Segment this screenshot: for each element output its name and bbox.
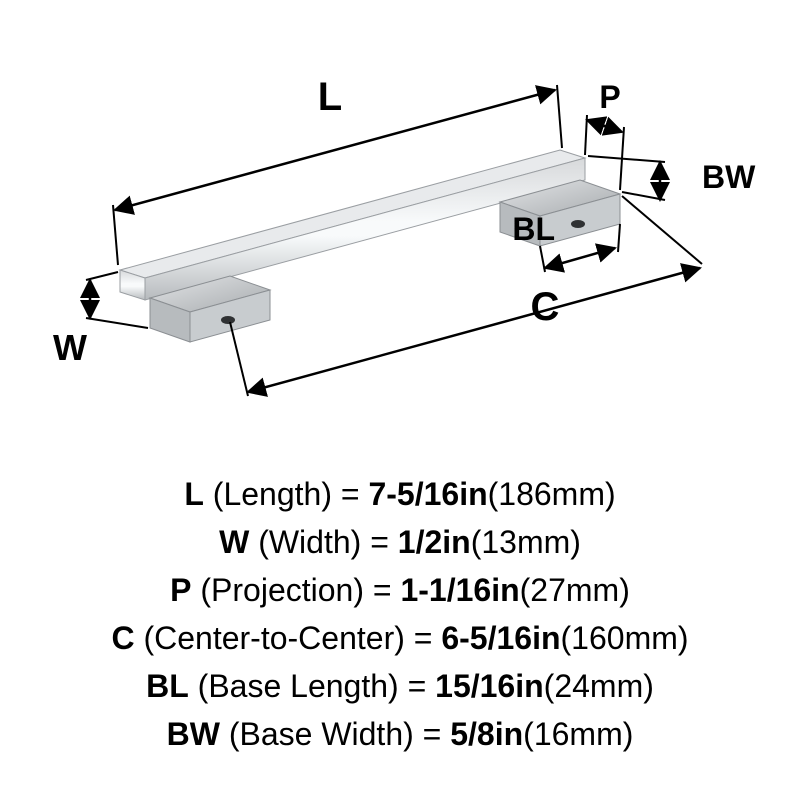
spec-line: P (Projection) = 1-1/16in(27mm) bbox=[0, 566, 800, 614]
spec-value: 7-5/16in bbox=[368, 476, 487, 512]
spec-name: (Center-to-Center) bbox=[143, 620, 404, 656]
spec-line: C (Center-to-Center) = 6-5/16in(160mm) bbox=[0, 614, 800, 662]
spec-code: L bbox=[184, 476, 204, 512]
spec-mm: (160mm) bbox=[561, 620, 689, 656]
spec-equals: = bbox=[408, 668, 436, 704]
spec-code: W bbox=[219, 524, 249, 560]
dim-label-L: L bbox=[318, 75, 342, 119]
dimension-diagram: L P BW BL C W bbox=[0, 0, 800, 470]
dim-arrow-BL bbox=[545, 248, 615, 268]
spec-code: BL bbox=[146, 668, 189, 704]
spec-mm: (13mm) bbox=[471, 524, 581, 560]
dim-label-BW: BW bbox=[702, 159, 756, 195]
spec-value: 15/16in bbox=[435, 668, 544, 704]
spec-line: W (Width) = 1/2in(13mm) bbox=[0, 518, 800, 566]
dim-arrow-P bbox=[587, 120, 622, 132]
spec-equals: = bbox=[341, 476, 369, 512]
spec-equals: = bbox=[423, 716, 451, 752]
spec-code: P bbox=[170, 572, 191, 608]
spec-value: 5/8in bbox=[450, 716, 523, 752]
dim-label-P: P bbox=[599, 79, 620, 115]
spec-mm: (16mm) bbox=[523, 716, 633, 752]
spec-name: (Width) bbox=[258, 524, 361, 560]
spec-value: 1-1/16in bbox=[400, 572, 519, 608]
dim-label-W: W bbox=[53, 327, 87, 368]
spec-equals: = bbox=[414, 620, 442, 656]
spec-code: BW bbox=[167, 716, 220, 752]
spec-line: L (Length) = 7-5/16in(186mm) bbox=[0, 470, 800, 518]
dim-arrow-C bbox=[248, 268, 700, 392]
spec-mm: (24mm) bbox=[544, 668, 654, 704]
spec-equals: = bbox=[373, 572, 401, 608]
dim-label-BL: BL bbox=[512, 211, 555, 247]
spec-line: BW (Base Width) = 5/8in(16mm) bbox=[0, 710, 800, 758]
spec-name: (Base Length) bbox=[198, 668, 399, 704]
spec-mm: (27mm) bbox=[520, 572, 630, 608]
spec-code: C bbox=[111, 620, 134, 656]
spec-line: BL (Base Length) = 15/16in(24mm) bbox=[0, 662, 800, 710]
dim-label-C: C bbox=[531, 285, 560, 329]
spec-name: (Projection) bbox=[200, 572, 364, 608]
spec-equals: = bbox=[370, 524, 398, 560]
spec-name: (Base Width) bbox=[229, 716, 414, 752]
spec-value: 6-5/16in bbox=[441, 620, 560, 656]
spec-list: L (Length) = 7-5/16in(186mm) W (Width) =… bbox=[0, 470, 800, 758]
spec-name: (Length) bbox=[213, 476, 332, 512]
spec-mm: (186mm) bbox=[488, 476, 616, 512]
spec-value: 1/2in bbox=[398, 524, 471, 560]
